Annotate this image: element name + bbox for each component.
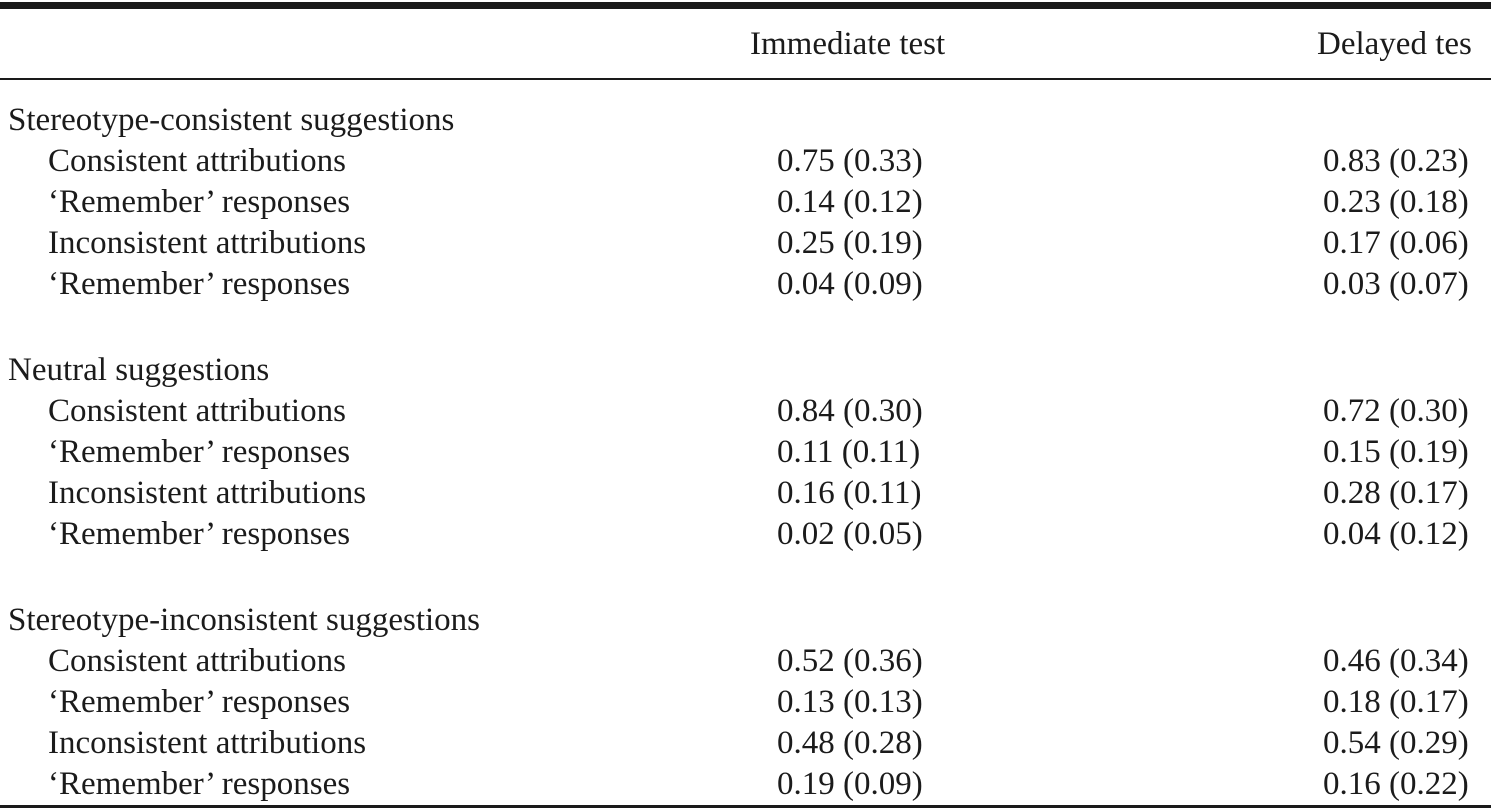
cell-immediate-test: 0.52 (0.36)	[777, 643, 923, 679]
table-column-headers: Immediate test Delayed tes	[0, 24, 1491, 65]
cell-delayed-test: 0.16 (0.22)	[1323, 766, 1469, 802]
table-row: ‘Remember’ responses 0.14 (0.12) 0.23 (0…	[0, 182, 1491, 223]
section-title-row: Neutral suggestions	[0, 350, 1491, 391]
section-stereotype-inconsistent-suggestions: Stereotype-inconsistent suggestions Cons…	[0, 600, 1491, 805]
cell-immediate-test: 0.14 (0.12)	[777, 184, 923, 220]
cell-immediate-test: 0.19 (0.09)	[777, 766, 923, 802]
table-row: ‘Remember’ responses 0.13 (0.13) 0.18 (0…	[0, 682, 1491, 723]
row-label: Consistent attributions	[48, 643, 346, 679]
cell-immediate-test: 0.75 (0.33)	[777, 143, 923, 179]
cell-immediate-test: 0.02 (0.05)	[777, 516, 923, 552]
cell-immediate-test: 0.25 (0.19)	[777, 225, 923, 261]
row-label: ‘Remember’ responses	[48, 516, 351, 552]
row-label: Inconsistent attributions	[48, 725, 367, 761]
cell-delayed-test: 0.83 (0.23)	[1323, 143, 1469, 179]
cell-delayed-test: 0.15 (0.19)	[1323, 434, 1469, 470]
cell-immediate-test: 0.84 (0.30)	[777, 393, 923, 429]
cell-delayed-test: 0.23 (0.18)	[1323, 184, 1469, 220]
cell-immediate-test: 0.04 (0.09)	[777, 266, 923, 302]
cell-delayed-test: 0.46 (0.34)	[1323, 643, 1469, 679]
table-row: Inconsistent attributions 0.25 (0.19) 0.…	[0, 223, 1491, 264]
row-label: ‘Remember’ responses	[48, 266, 351, 302]
table-body: Stereotype-consistent suggestions Consis…	[0, 100, 1491, 805]
section-title: Stereotype-consistent suggestions	[8, 102, 455, 138]
table-bottom-rule	[0, 805, 1491, 808]
cell-delayed-test: 0.17 (0.06)	[1323, 225, 1469, 261]
cell-delayed-test: 0.03 (0.07)	[1323, 266, 1469, 302]
cell-delayed-test: 0.28 (0.17)	[1323, 475, 1469, 511]
section-title: Neutral suggestions	[8, 352, 270, 388]
table-row: ‘Remember’ responses 0.11 (0.11) 0.15 (0…	[0, 432, 1491, 473]
row-label: Consistent attributions	[48, 393, 346, 429]
cell-immediate-test: 0.48 (0.28)	[777, 725, 923, 761]
table-row: Consistent attributions 0.84 (0.30) 0.72…	[0, 391, 1491, 432]
table-row: ‘Remember’ responses 0.04 (0.09) 0.03 (0…	[0, 264, 1491, 305]
table-row: Inconsistent attributions 0.48 (0.28) 0.…	[0, 723, 1491, 764]
column-header-delayed-test: Delayed tes	[1317, 26, 1472, 62]
cell-delayed-test: 0.18 (0.17)	[1323, 684, 1469, 720]
section-neutral-suggestions: Neutral suggestions Consistent attributi…	[0, 350, 1491, 555]
cell-immediate-test: 0.13 (0.13)	[777, 684, 923, 720]
row-label: ‘Remember’ responses	[48, 184, 351, 220]
cell-immediate-test: 0.11 (0.11)	[777, 434, 921, 470]
table-row: Inconsistent attributions 0.16 (0.11) 0.…	[0, 473, 1491, 514]
section-title: Stereotype-inconsistent suggestions	[8, 602, 481, 638]
row-label: Inconsistent attributions	[48, 475, 367, 511]
cell-delayed-test: 0.04 (0.12)	[1323, 516, 1469, 552]
row-label: ‘Remember’ responses	[48, 684, 351, 720]
cell-delayed-test: 0.72 (0.30)	[1323, 393, 1469, 429]
section-title-row: Stereotype-inconsistent suggestions	[0, 600, 1491, 641]
section-stereotype-consistent-suggestions: Stereotype-consistent suggestions Consis…	[0, 100, 1491, 305]
table-header-rule	[0, 78, 1491, 80]
cell-delayed-test: 0.54 (0.29)	[1323, 725, 1469, 761]
cell-immediate-test: 0.16 (0.11)	[777, 475, 922, 511]
table-row: Consistent attributions 0.52 (0.36) 0.46…	[0, 641, 1491, 682]
row-label: Inconsistent attributions	[48, 225, 367, 261]
table-top-rule	[0, 2, 1491, 9]
row-label: ‘Remember’ responses	[48, 434, 351, 470]
table-row: ‘Remember’ responses 0.19 (0.09) 0.16 (0…	[0, 764, 1491, 805]
section-title-row: Stereotype-consistent suggestions	[0, 100, 1491, 141]
row-label: Consistent attributions	[48, 143, 346, 179]
column-header-immediate-test: Immediate test	[750, 26, 946, 62]
table-row: Consistent attributions 0.75 (0.33) 0.83…	[0, 141, 1491, 182]
table-row: ‘Remember’ responses 0.02 (0.05) 0.04 (0…	[0, 514, 1491, 555]
row-label: ‘Remember’ responses	[48, 766, 351, 802]
